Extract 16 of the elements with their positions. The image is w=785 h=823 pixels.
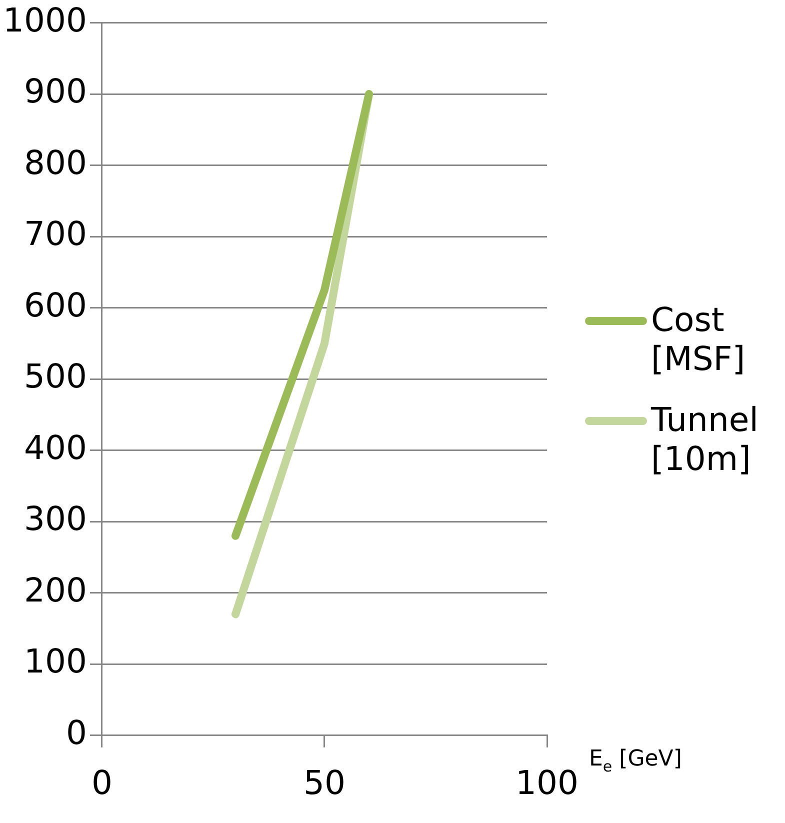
legend-label: Tunnel [10m] (651, 400, 760, 478)
y-tick-label: 800 (24, 142, 87, 182)
x-tick-label: 0 (91, 762, 112, 802)
y-tick-label: 100 (24, 642, 87, 681)
y-tick-label: 300 (24, 499, 87, 538)
x-tick-label: 100 (516, 762, 578, 802)
y-tick-label: 1000 (3, 0, 87, 40)
y-tick-label: 600 (24, 285, 87, 324)
y-tick-label: 900 (24, 72, 87, 111)
y-tick-label: 200 (24, 570, 87, 610)
x-tick-label: 50 (303, 762, 346, 802)
y-tick-label: 500 (24, 356, 87, 396)
y-tick-label: 400 (24, 428, 87, 467)
y-tick-label: 700 (24, 214, 87, 254)
y-tick-label: 0 (66, 712, 87, 752)
legend-label: Cost [MSF] (651, 300, 746, 378)
